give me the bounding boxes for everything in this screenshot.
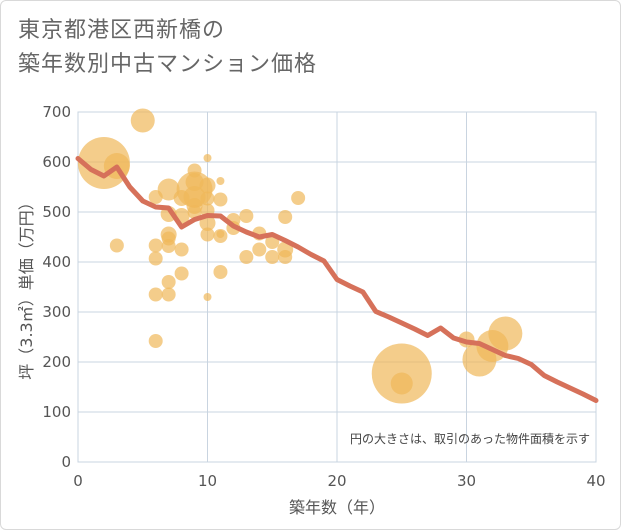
data-bubble [291, 191, 306, 205]
data-bubble [239, 209, 254, 223]
x-tick-label: 10 [198, 472, 217, 490]
y-axis-title: 坪（3.3㎡）単価（万円） [17, 194, 36, 379]
x-tick-label: 0 [73, 472, 83, 490]
data-bubble [390, 372, 413, 395]
data-bubble [203, 293, 212, 301]
y-tick-label: 600 [42, 153, 71, 171]
data-bubble [174, 266, 189, 281]
x-axis-title: 築年数（年） [289, 498, 385, 517]
data-bubble [148, 334, 163, 348]
data-bubble [161, 239, 176, 253]
y-tick-label: 700 [42, 103, 71, 121]
data-bubble [148, 238, 163, 253]
data-bubble [200, 227, 215, 242]
data-bubble [187, 205, 202, 219]
data-bubble [239, 250, 254, 264]
data-bubble [200, 191, 215, 206]
y-tick-label: 200 [42, 353, 71, 371]
y-tick-label: 100 [42, 403, 71, 421]
y-tick-label: 0 [61, 453, 71, 471]
data-bubble [278, 210, 293, 224]
trend-series [75, 156, 599, 403]
data-bubble [109, 238, 124, 253]
data-bubble [148, 287, 163, 302]
x-tick-label: 30 [457, 472, 476, 490]
y-tick-label: 500 [42, 203, 71, 221]
trend-line [75, 156, 599, 403]
title-line-2: 築年数別中古マンション価格 [18, 52, 318, 77]
x-tick-label: 40 [586, 472, 605, 490]
data-bubble [213, 229, 228, 243]
data-bubble [161, 275, 176, 289]
grid-lines [78, 112, 596, 462]
data-bubble [174, 242, 189, 257]
y-tick-label: 300 [42, 303, 71, 321]
tick-labels: 0 100 200 300 400 500 600 700 0 10 20 30 40 [42, 103, 605, 490]
data-bubble [213, 192, 228, 207]
data-bubble [157, 178, 180, 201]
data-bubble [265, 250, 280, 264]
y-tick-label: 400 [42, 253, 71, 271]
data-bubble [216, 177, 225, 185]
data-bubble [161, 287, 176, 302]
chart-title: 東京都港区西新橋の 築年数別中古マンション価格 [18, 14, 317, 82]
data-bubble [203, 154, 212, 162]
data-bubble [213, 265, 228, 279]
data-bubble [148, 251, 163, 266]
x-tick-label: 20 [327, 472, 346, 490]
data-bubble [199, 177, 216, 194]
title-line-1: 東京都港区西新橋の [18, 18, 226, 43]
bubble-series [77, 108, 523, 404]
size-note: 円の大きさは、取引のあった物件面積を示す [350, 431, 590, 446]
data-bubble [488, 316, 523, 351]
data-bubble [278, 250, 293, 264]
data-bubble [130, 108, 155, 133]
data-bubble [252, 242, 267, 257]
